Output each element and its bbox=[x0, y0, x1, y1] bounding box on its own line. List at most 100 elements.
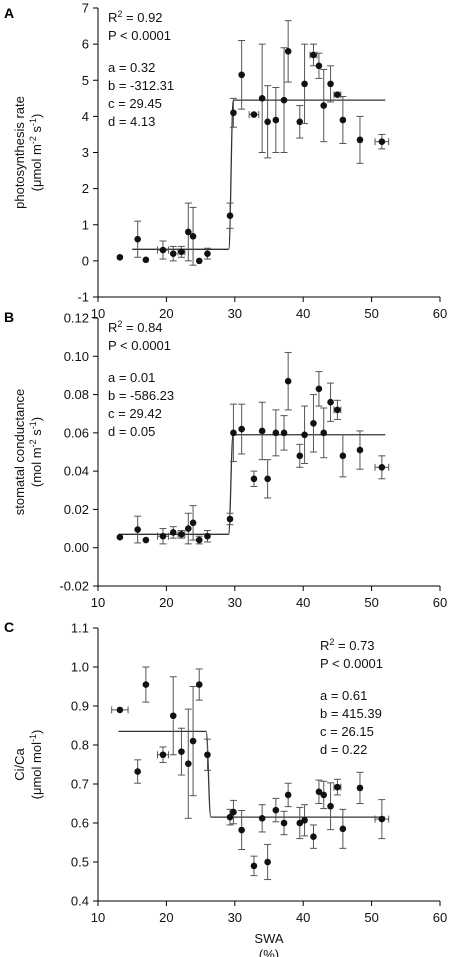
data-point bbox=[134, 768, 141, 775]
data-point bbox=[296, 118, 304, 126]
fitted-curve bbox=[118, 730, 386, 818]
data-point bbox=[184, 228, 192, 236]
data-point bbox=[258, 815, 266, 822]
fit-parameter: c = 29.42 bbox=[108, 406, 162, 421]
fit-parameter: c = 29.45 bbox=[108, 96, 162, 111]
y-tick-label: -0.02 bbox=[59, 579, 89, 594]
fit-parameter: d = 0.05 bbox=[108, 424, 155, 439]
data-point bbox=[142, 536, 150, 544]
data-point bbox=[258, 95, 266, 102]
y-tick-label: 0.02 bbox=[64, 502, 89, 517]
y-axis-label: photosynthesis rate bbox=[12, 96, 27, 209]
y-tick-label: 0 bbox=[82, 253, 89, 268]
x-tick-label: 10 bbox=[91, 595, 105, 610]
data-point bbox=[296, 452, 304, 460]
data-point bbox=[320, 429, 328, 437]
data-point bbox=[204, 751, 211, 759]
p-value-text: P < 0.0001 bbox=[108, 28, 171, 43]
x-tick-label: 30 bbox=[228, 595, 242, 610]
fit-parameter: a = 0.61 bbox=[320, 688, 367, 703]
data-point bbox=[272, 806, 280, 814]
data-point bbox=[327, 80, 334, 88]
data-point bbox=[301, 431, 308, 439]
data-point bbox=[315, 788, 323, 796]
data-point bbox=[184, 760, 192, 768]
data-point bbox=[226, 212, 234, 220]
y-tick-label: 1.0 bbox=[71, 660, 89, 675]
y-tick-label: 0.10 bbox=[64, 349, 89, 364]
fit-parameter: b = -312.31 bbox=[108, 78, 174, 93]
y-tick-label: 1 bbox=[82, 217, 89, 232]
fit-parameter: c = 26.15 bbox=[320, 724, 374, 739]
x-tick-label: 50 bbox=[364, 595, 378, 610]
data-point bbox=[159, 532, 167, 540]
data-point bbox=[334, 91, 341, 98]
y-tick-label: 0.00 bbox=[64, 540, 89, 555]
data-point bbox=[142, 256, 150, 264]
x-tick-label: 10 bbox=[91, 306, 105, 321]
r-squared-text: R2 = 0.92 bbox=[108, 9, 163, 25]
data-point bbox=[250, 111, 258, 118]
fit-parameter: a = 0.01 bbox=[108, 370, 155, 385]
data-point bbox=[204, 250, 211, 257]
data-point bbox=[250, 862, 258, 870]
data-point bbox=[189, 519, 197, 527]
panel-a: A -1 0 1 2 3 4 5 6 7 10 20 30 40 50 60 photosynthesis ra… bbox=[4, 1, 447, 322]
x-tick-label: 20 bbox=[159, 306, 173, 321]
y-tick-label: 0.5 bbox=[71, 855, 89, 870]
data-point bbox=[315, 385, 323, 393]
data-point bbox=[301, 816, 308, 824]
y-tick-label: 3 bbox=[82, 145, 89, 160]
y-tick-label: 0.04 bbox=[64, 464, 89, 479]
data-point bbox=[310, 51, 317, 59]
x-tick-label: 30 bbox=[228, 306, 242, 321]
x-tick-label: 40 bbox=[296, 306, 310, 321]
data-point bbox=[195, 257, 203, 265]
data-point bbox=[272, 116, 280, 124]
x-axis-label: SWA bbox=[254, 931, 283, 946]
data-point bbox=[284, 791, 292, 799]
fitted-curve bbox=[132, 99, 386, 250]
panel-letter: A bbox=[4, 5, 14, 21]
x-tick-label: 40 bbox=[296, 595, 310, 610]
panel-letter: C bbox=[4, 619, 14, 635]
y-tick-label: 0.6 bbox=[71, 816, 89, 831]
data-point bbox=[264, 475, 271, 483]
p-value-text: P < 0.0001 bbox=[108, 338, 171, 353]
data-point bbox=[378, 815, 386, 823]
y-tick-label: 0.4 bbox=[71, 894, 89, 909]
y-axis-unit: (μmol m-2 s-1) bbox=[28, 114, 44, 192]
panel-c: C 0.4 0.5 0.6 0.7 0.8 0.9 1.0 1.1 10 20 30 40 50 60 Ci/… bbox=[4, 619, 447, 957]
p-value-text: P < 0.0001 bbox=[320, 656, 383, 671]
data-point bbox=[169, 250, 177, 257]
x-tick-label: 50 bbox=[364, 910, 378, 925]
data-point bbox=[184, 525, 192, 532]
data-point bbox=[320, 791, 328, 799]
data-point bbox=[258, 427, 266, 435]
data-point bbox=[238, 425, 245, 433]
data-point bbox=[204, 532, 211, 540]
data-point bbox=[169, 712, 177, 720]
data-point bbox=[178, 248, 185, 256]
data-point bbox=[310, 833, 317, 840]
data-point bbox=[284, 48, 292, 55]
data-point bbox=[296, 819, 304, 827]
data-point bbox=[264, 118, 271, 126]
y-tick-label: 0.8 bbox=[71, 738, 89, 753]
data-point bbox=[159, 751, 167, 759]
x-tick-label: 60 bbox=[433, 910, 447, 925]
data-point bbox=[339, 452, 347, 460]
data-point bbox=[134, 526, 141, 533]
data-point bbox=[334, 406, 341, 414]
data-point bbox=[195, 681, 203, 688]
data-point bbox=[320, 102, 328, 109]
data-point bbox=[142, 681, 150, 688]
data-point bbox=[356, 136, 364, 144]
fit-parameter: a = 0.32 bbox=[108, 60, 155, 75]
data-point bbox=[310, 419, 317, 427]
data-point bbox=[230, 109, 237, 117]
data-point bbox=[356, 446, 364, 454]
fit-parameter: b = -586.23 bbox=[108, 388, 174, 403]
data-point bbox=[301, 80, 308, 88]
